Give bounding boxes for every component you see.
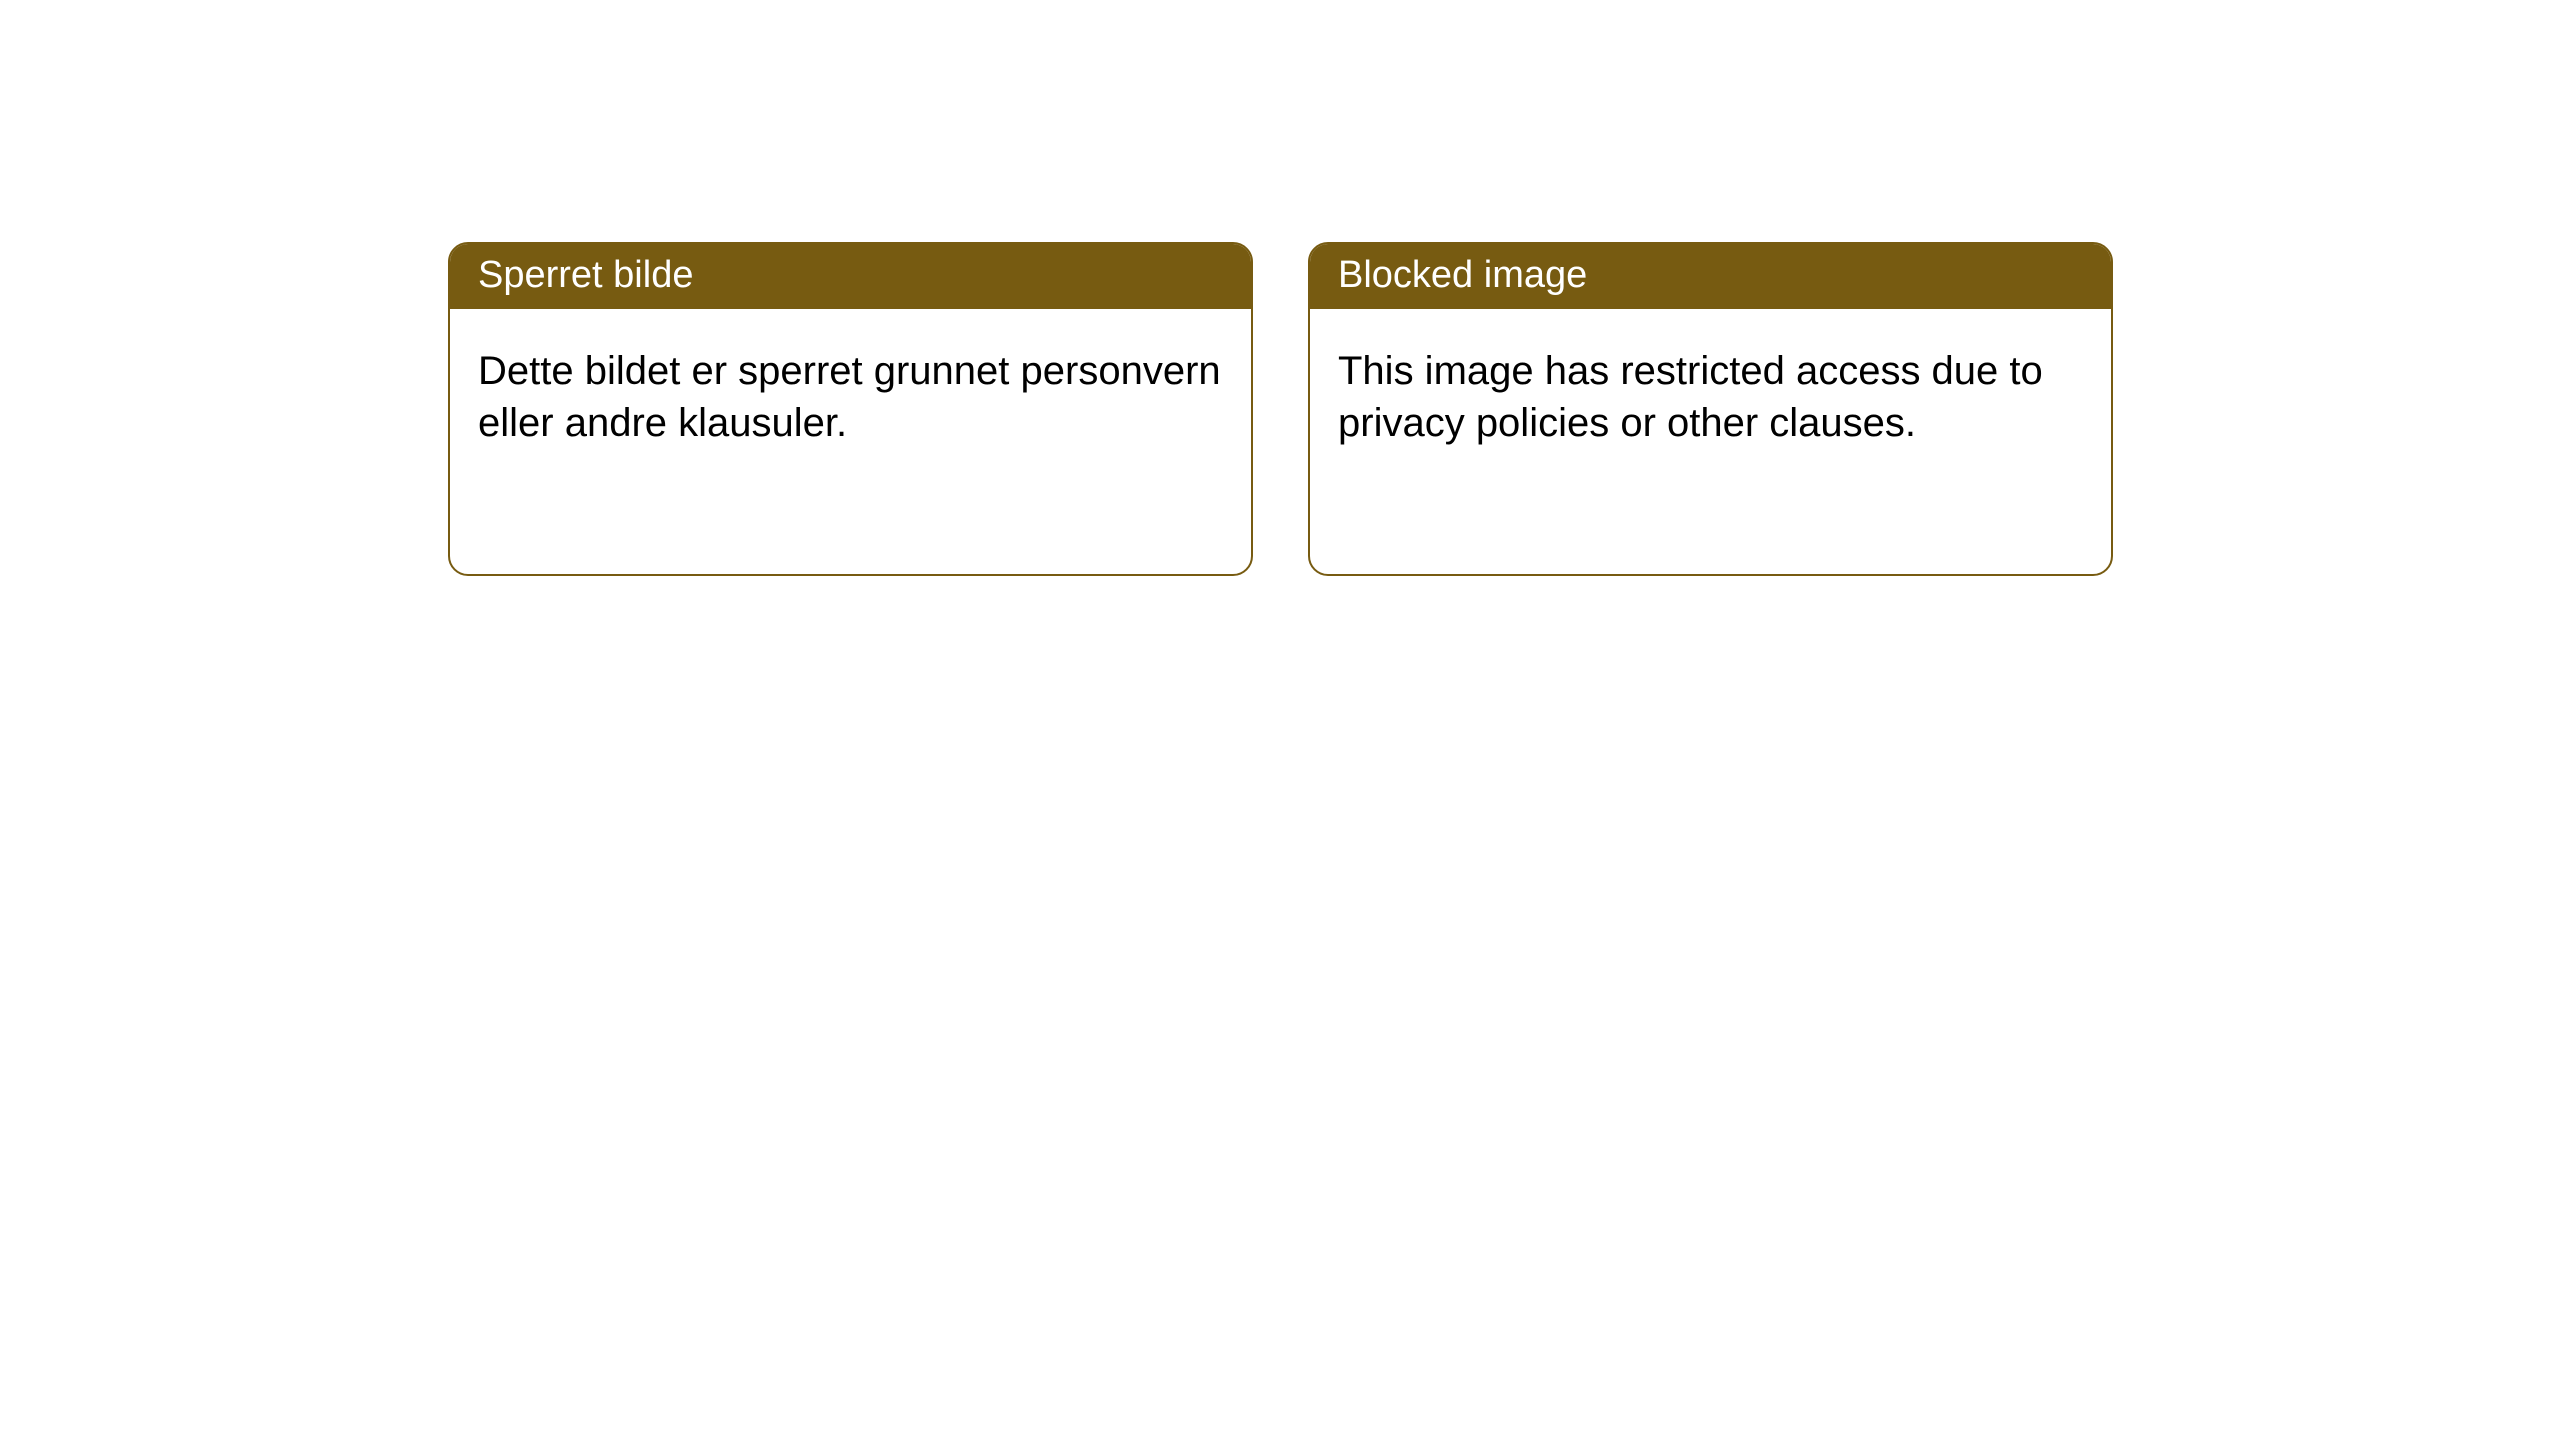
notice-card-body: This image has restricted access due to … (1310, 309, 2111, 485)
notice-card-english: Blocked image This image has restricted … (1308, 242, 2113, 576)
notice-card-norwegian: Sperret bilde Dette bildet er sperret gr… (448, 242, 1253, 576)
notice-card-title: Blocked image (1310, 244, 2111, 309)
notice-card-body: Dette bildet er sperret grunnet personve… (450, 309, 1251, 485)
notice-card-title: Sperret bilde (450, 244, 1251, 309)
notice-cards-container: Sperret bilde Dette bildet er sperret gr… (0, 0, 2560, 576)
